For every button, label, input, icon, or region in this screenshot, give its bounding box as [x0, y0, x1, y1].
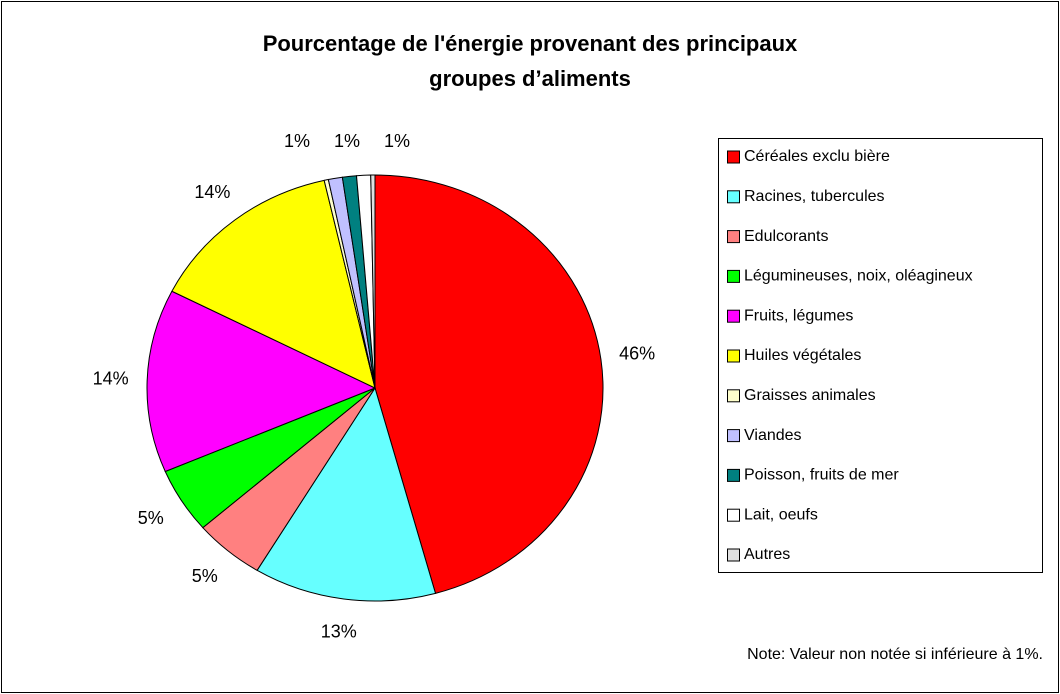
data-label: 1% — [334, 131, 360, 151]
chart-title: Pourcentage de l'énergie provenant des p… — [263, 31, 798, 56]
pie-slice — [171, 179, 376, 389]
legend-swatch — [727, 429, 740, 443]
chart-title: groupes d’aliments — [429, 66, 631, 91]
legend-swatch — [727, 150, 740, 164]
data-label: 46% — [619, 344, 655, 364]
legend-swatch — [727, 309, 740, 323]
legend-swatch — [727, 190, 740, 204]
legend-label: Céréales exclu bière — [744, 148, 890, 165]
legend-label: Viandes — [744, 427, 802, 444]
note: Note: Valeur non notée si inférieure à 1… — [747, 646, 1043, 663]
pie-slice — [256, 386, 437, 602]
data-label: 1% — [284, 131, 310, 151]
pie-slice — [374, 174, 604, 594]
data-label: 1% — [384, 131, 410, 151]
data-label: 14% — [194, 182, 230, 202]
legend-box — [718, 138, 1043, 573]
legend-label: Poisson, fruits de mer — [744, 467, 899, 484]
legend-swatch — [727, 349, 740, 363]
legend-label: Autres — [744, 546, 790, 563]
legend-label: Edulcorants — [744, 228, 829, 245]
data-label: 5% — [192, 566, 218, 586]
legend-label: Lait, oeufs — [744, 506, 818, 523]
legend-swatch — [727, 389, 740, 403]
legend-label: Graisses animales — [744, 387, 876, 404]
data-label: 5% — [138, 508, 164, 528]
legend-swatch — [727, 269, 740, 283]
pie-slice — [370, 174, 376, 389]
legend-label: Huiles végétales — [744, 347, 861, 364]
legend-swatch — [727, 230, 740, 244]
pie-slice — [146, 290, 377, 473]
legend-swatch — [727, 548, 740, 562]
legend-swatch — [727, 508, 740, 522]
data-label: 14% — [93, 368, 129, 388]
legend-label: Légumineuses, noix, oléagineux — [744, 268, 973, 285]
legend-label: Racines, tubercules — [744, 188, 885, 205]
data-label: 13% — [321, 622, 357, 642]
legend-swatch — [727, 468, 740, 482]
legend-label: Fruits, légumes — [744, 307, 853, 324]
